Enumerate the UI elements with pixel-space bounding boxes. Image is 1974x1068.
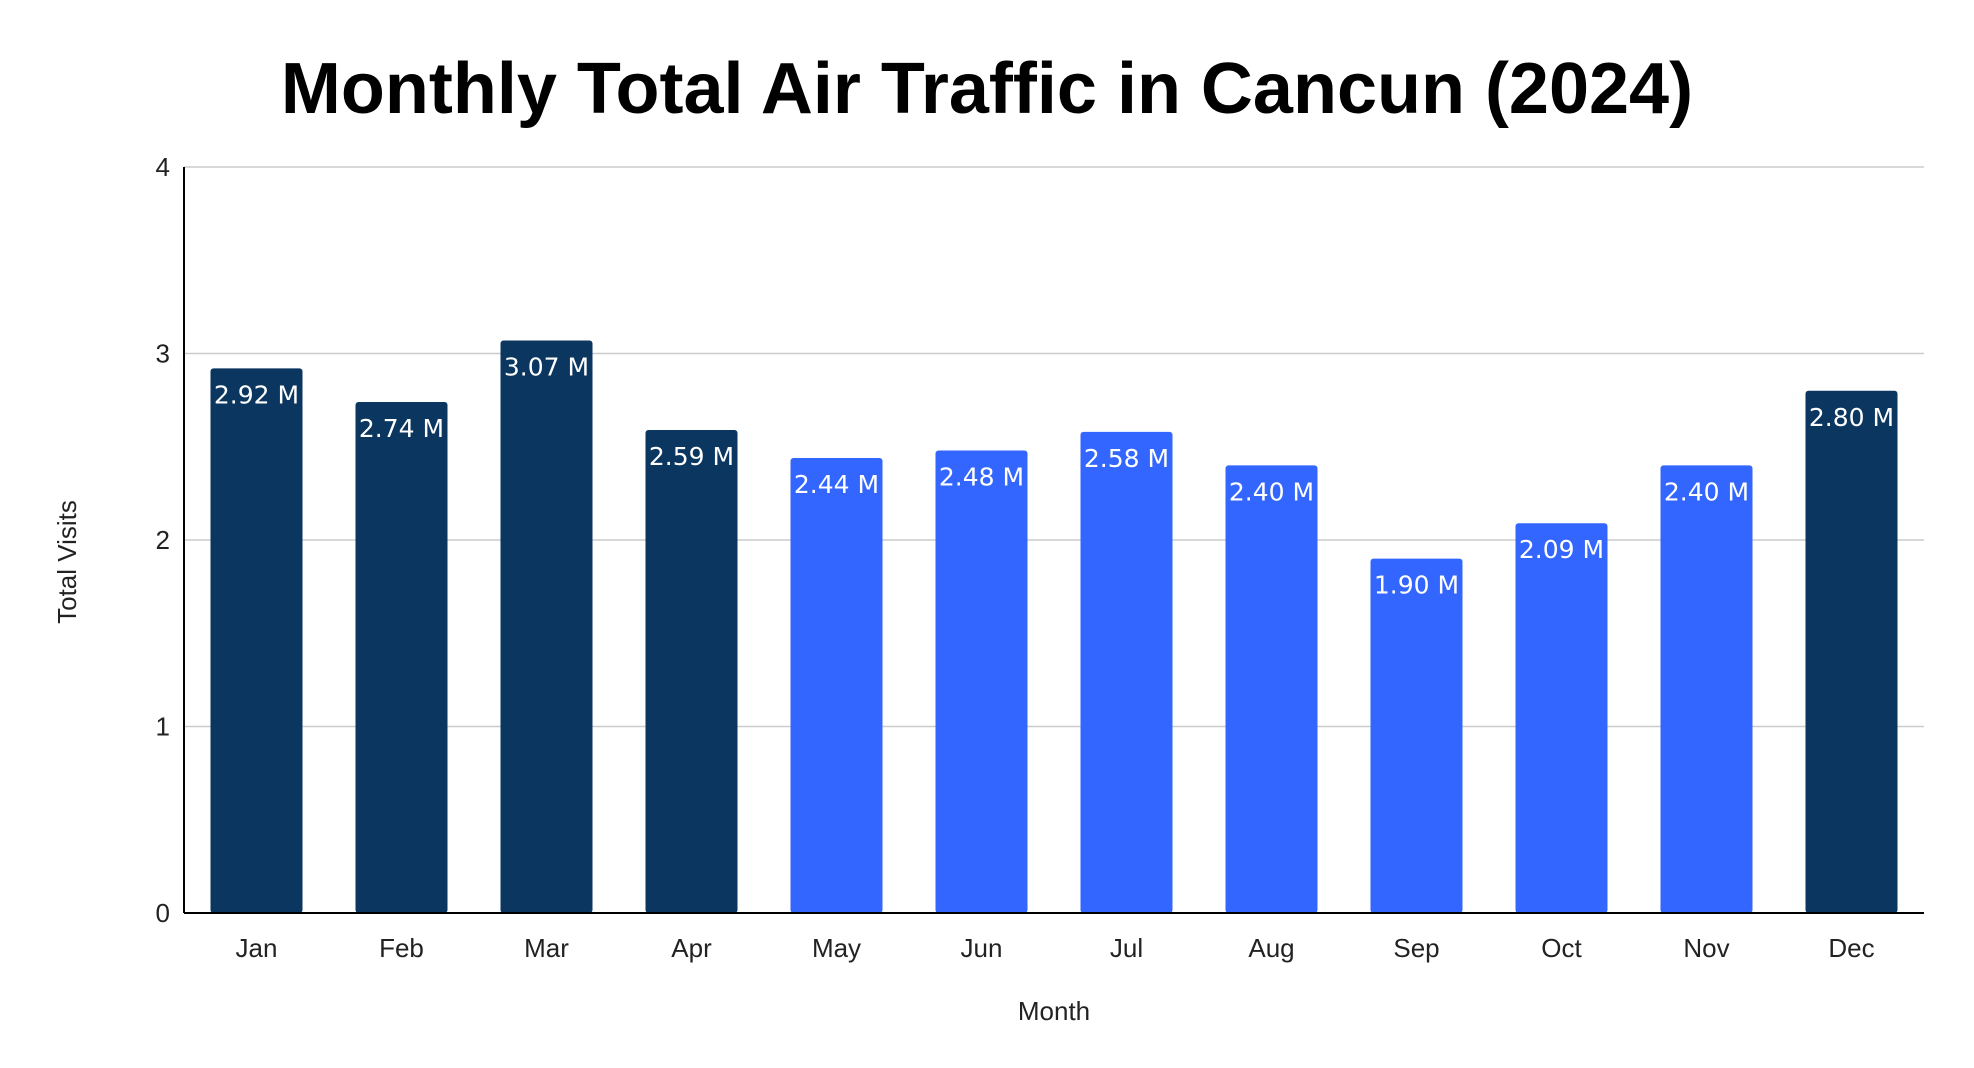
x-tick-label: Feb xyxy=(379,933,424,963)
data-label-jun: 2.48 M xyxy=(939,462,1024,491)
bar-jan xyxy=(210,368,303,913)
data-label-aug: 2.40 M xyxy=(1229,477,1314,506)
data-label-may: 2.44 M xyxy=(794,470,879,499)
x-axis-title: Month xyxy=(1018,996,1090,1026)
bar-jul xyxy=(1080,431,1173,913)
x-tick-label: Jul xyxy=(1110,933,1143,963)
x-tick-label: Apr xyxy=(671,933,712,963)
bar-mar xyxy=(500,340,593,913)
x-tick-label: Aug xyxy=(1248,933,1294,963)
y-tick-label: 4 xyxy=(156,152,170,182)
x-tick-label: Oct xyxy=(1541,933,1582,963)
y-tick-label: 3 xyxy=(156,339,170,369)
y-axis-ticks: 0 1 2 3 4 xyxy=(156,152,170,928)
data-labels: 2.92 M 2.74 M 3.07 M 2.59 M 2.44 M 2.48 M 2.58… xyxy=(214,352,1894,599)
bar-aug xyxy=(1225,465,1318,913)
bar-jun xyxy=(935,450,1028,913)
data-label-feb: 2.74 M xyxy=(359,414,444,443)
bar-feb xyxy=(355,401,448,913)
y-tick-label: 0 xyxy=(156,898,170,928)
data-label-oct: 2.09 M xyxy=(1519,535,1604,564)
x-tick-label: Dec xyxy=(1828,933,1874,963)
data-label-mar: 3.07 M xyxy=(504,352,589,381)
bar-oct xyxy=(1515,523,1608,913)
x-axis-ticks: Jan Feb Mar Apr May Jun Jul Aug Sep Oct Nov Dec xyxy=(236,933,1875,963)
x-tick-label: May xyxy=(812,933,861,963)
data-label-jan: 2.92 M xyxy=(214,380,299,409)
y-axis-title: Total Visits xyxy=(52,500,82,624)
y-tick-label: 1 xyxy=(156,712,170,742)
bar-nov xyxy=(1660,465,1753,913)
bar-dec xyxy=(1805,390,1898,913)
gridlines xyxy=(184,166,1924,728)
bar-may xyxy=(790,457,883,913)
data-label-jul: 2.58 M xyxy=(1084,444,1169,473)
data-label-apr: 2.59 M xyxy=(649,442,734,471)
data-label-sep: 1.90 M xyxy=(1374,571,1459,600)
x-tick-label: Nov xyxy=(1683,933,1729,963)
bars xyxy=(210,340,1898,913)
chart-title: Monthly Total Air Traffic in Cancun (202… xyxy=(281,49,1693,129)
x-tick-label: Sep xyxy=(1393,933,1439,963)
x-tick-label: Mar xyxy=(524,933,569,963)
y-tick-label: 2 xyxy=(156,525,170,555)
bar-apr xyxy=(645,429,738,913)
x-tick-label: Jan xyxy=(236,933,278,963)
bar-sep xyxy=(1370,558,1463,913)
x-tick-label: Jun xyxy=(961,933,1003,963)
data-label-nov: 2.40 M xyxy=(1664,477,1749,506)
data-label-dec: 2.80 M xyxy=(1809,403,1894,432)
